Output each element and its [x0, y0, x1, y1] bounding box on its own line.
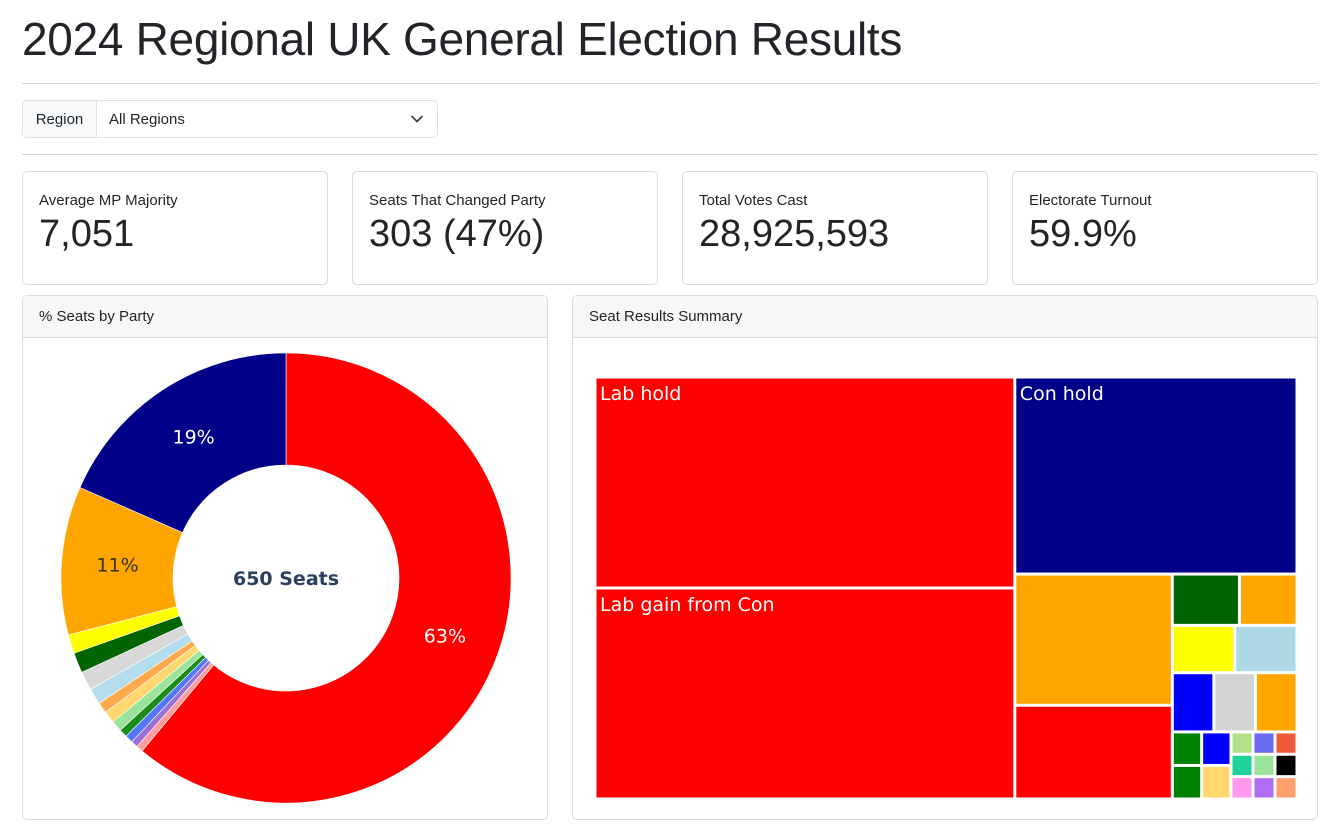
- treemap-tile: [1016, 378, 1296, 573]
- page-title: 2024 Regional UK General Election Result…: [22, 13, 903, 65]
- donut-chart: 63% 11% 19% 650 Seats: [60, 352, 512, 804]
- region-select-value: All Regions: [109, 110, 185, 128]
- kpi-label: Electorate Turnout: [1029, 192, 1152, 209]
- donut-slice-label: 19%: [172, 426, 214, 448]
- kpi-label: Average MP Majority: [39, 192, 178, 209]
- treemap-tile: [1173, 674, 1213, 731]
- treemap-tile: [596, 378, 1014, 587]
- donut-slice: [79, 352, 287, 533]
- treemap-tile: [1232, 778, 1252, 798]
- treemap-tile: [1173, 626, 1234, 672]
- treemap-tile-label: Lab hold: [600, 383, 681, 405]
- treemap-tile: [1254, 778, 1274, 798]
- kpi-card-average-majority: Average MP Majority 7,051: [22, 171, 328, 285]
- kpi-card-total-votes: Total Votes Cast 28,925,593: [682, 171, 988, 285]
- treemap-chart: Lab hold Lab gain from Con Con hold: [596, 378, 1296, 798]
- seat-results-card: Seat Results Summary Lab hold Lab gain fr…: [572, 295, 1318, 820]
- treemap-tile: [1232, 755, 1252, 776]
- donut-center-label: 650 Seats: [233, 568, 339, 590]
- seats-by-party-card: % Seats by Party 63% 11% 19% 650 Seats: [22, 295, 548, 820]
- treemap-tile: [1254, 755, 1274, 776]
- treemap-tile: [1276, 755, 1296, 776]
- treemap-tile: [1276, 778, 1296, 798]
- treemap-tile: [1215, 674, 1254, 731]
- kpi-value: 303 (47%): [369, 213, 545, 255]
- treemap-tile-label: Lab gain from Con: [600, 594, 775, 616]
- kpi-label: Total Votes Cast: [699, 192, 808, 209]
- treemap-tile: [1203, 766, 1230, 798]
- kpi-card-seats-changed: Seats That Changed Party 303 (47%): [352, 171, 658, 285]
- kpi-value: 28,925,593: [699, 213, 890, 255]
- treemap-tile-label: Con hold: [1020, 383, 1104, 405]
- kpi-value: 59.9%: [1029, 213, 1137, 255]
- treemap-tile: [1276, 733, 1296, 753]
- card-header: Seat Results Summary: [573, 296, 1317, 338]
- donut-slice-label: 63%: [424, 625, 466, 647]
- treemap-tile: [1240, 575, 1296, 624]
- region-filter-label: Region: [23, 101, 97, 137]
- treemap-tile: [1256, 674, 1296, 731]
- kpi-label: Seats That Changed Party: [369, 192, 546, 209]
- kpi-value: 7,051: [39, 213, 135, 255]
- chevron-down-icon: [411, 115, 423, 123]
- treemap-tile: [1016, 706, 1171, 798]
- region-filter: Region All Regions: [22, 100, 438, 138]
- treemap-tile: [1173, 733, 1201, 764]
- treemap-tile: [1232, 733, 1252, 753]
- treemap-tile: [1236, 626, 1296, 672]
- treemap-tile: [1203, 733, 1230, 764]
- treemap-tile: [1173, 575, 1238, 624]
- kpi-card-turnout: Electorate Turnout 59.9%: [1012, 171, 1318, 285]
- donut-slice: [141, 352, 512, 804]
- treemap-tile: [596, 589, 1014, 798]
- region-select[interactable]: All Regions: [97, 101, 437, 137]
- filter-divider: [22, 154, 1318, 155]
- treemap-tile: [1254, 733, 1274, 753]
- title-divider: [22, 83, 1318, 84]
- treemap-tile: [1016, 575, 1171, 704]
- donut-slice-label: 11%: [96, 555, 138, 577]
- treemap-tile: [1173, 766, 1201, 798]
- card-header: % Seats by Party: [23, 296, 547, 338]
